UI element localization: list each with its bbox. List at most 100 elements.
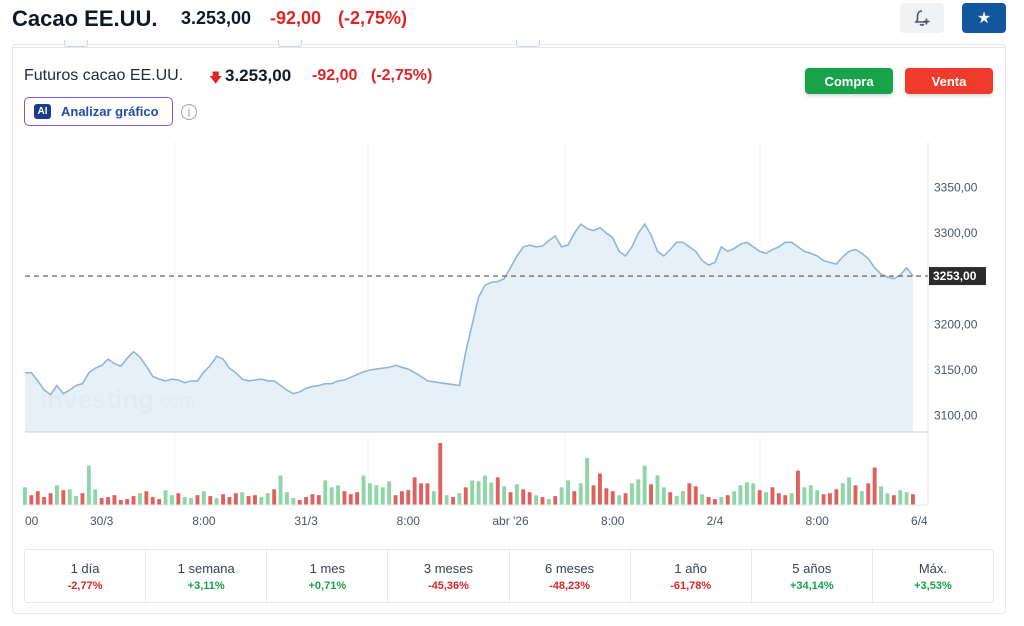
volume-bar (559, 487, 564, 505)
instrument-name: Futuros cacao EE.UU. (24, 67, 184, 84)
x-tick-label: 2/4 (707, 514, 724, 528)
volume-bar (578, 483, 583, 505)
volume-bar (879, 486, 883, 505)
volume-bar (387, 481, 392, 505)
performance-cell[interactable]: Máx. +3,53% (873, 550, 993, 602)
performance-period: 1 semana (177, 560, 235, 576)
volume-bar (629, 483, 634, 505)
performance-period: 5 años (792, 560, 832, 576)
volume-bar (598, 473, 602, 505)
performance-cell[interactable]: 5 años +34,14% (752, 550, 873, 602)
performance-period: 1 mes (309, 560, 346, 576)
volume-bar (655, 475, 660, 505)
volume-bar (668, 492, 673, 505)
last-price-label: 3253,00 (933, 269, 977, 283)
x-tick-label: 00 (25, 514, 39, 528)
analyze-chart-label: Analizar gráfico (61, 104, 159, 119)
x-tick-label: abr '26 (492, 514, 529, 528)
volume-bar (355, 492, 360, 505)
volume-bar (272, 489, 277, 505)
volume-bar (898, 490, 903, 505)
sell-button[interactable]: Venta (905, 68, 993, 94)
volume-bar (738, 485, 743, 505)
volume-bar (636, 479, 641, 505)
volume-bar (911, 494, 915, 505)
volume-bar (23, 487, 27, 505)
volume-bar (93, 489, 98, 505)
header-change-pct: (-2,75%) (338, 8, 408, 28)
volume-bar (29, 495, 34, 505)
x-tick-label: 6/4 (911, 514, 928, 528)
watchlist-button[interactable]: ★ (962, 3, 1006, 33)
page-title: Cacao EE.UU. (12, 6, 158, 31)
analyze-chart-button[interactable]: AI Analizar gráfico (24, 97, 173, 126)
volume-bar (502, 486, 507, 505)
performance-value: +34,14% (789, 579, 834, 592)
volume-bar (374, 485, 379, 505)
volume-bar (661, 487, 666, 505)
price-area (25, 224, 913, 432)
volume-bar (546, 499, 551, 505)
volume-bar (610, 491, 615, 505)
star-icon: ★ (976, 10, 992, 27)
performance-cell[interactable]: 1 año -61,78% (631, 550, 752, 602)
toolbar-control[interactable] (516, 40, 540, 47)
volume-bar (125, 499, 130, 505)
volume-bar (291, 498, 296, 505)
volume-bar (859, 491, 864, 505)
toolbar-control[interactable] (64, 40, 88, 47)
volume-bar (693, 486, 698, 505)
y-tick-label: 3100,00 (934, 409, 978, 423)
volume-bar (342, 491, 347, 505)
volume-bar (61, 490, 66, 505)
volume-bar (572, 491, 577, 505)
header-price: 3.253,00 (181, 8, 252, 28)
arrow-down-icon: 🡇 (209, 70, 223, 85)
volume-bar (380, 487, 385, 505)
performance-cell[interactable]: 1 día -2,77% (25, 550, 147, 602)
volume-bar (316, 495, 321, 505)
volume-bar (233, 493, 238, 505)
volume-bar (534, 495, 538, 505)
performance-cell[interactable]: 6 meses -48,23% (510, 550, 631, 602)
performance-cell[interactable]: 3 meses -45,36% (388, 550, 510, 602)
volume-bar (706, 497, 711, 505)
volume-bar (55, 485, 59, 505)
volume-bar (368, 483, 372, 505)
volume-bar (297, 500, 302, 505)
performance-value: -2,77% (67, 579, 103, 592)
performance-value: -45,36% (427, 579, 469, 592)
instrument-change: -92,00 (312, 67, 358, 84)
volume-bar (885, 493, 890, 505)
volume-bar (163, 490, 168, 505)
info-icon[interactable]: i (181, 104, 197, 120)
x-tick-label: 30/3 (90, 514, 114, 528)
volume-bar (604, 488, 609, 505)
add-alert-button[interactable] (900, 3, 944, 33)
performance-period: 3 meses (423, 560, 473, 576)
performance-cell[interactable]: 1 semana +3,11% (146, 550, 268, 602)
volume-bar (48, 493, 53, 505)
volume-bar (278, 475, 283, 505)
volume-bar (438, 443, 443, 505)
volume-bar (182, 497, 187, 505)
volume-bar (176, 493, 181, 505)
volume-bar (687, 483, 692, 505)
price-chart[interactable]: investing.com3350,003300,003250,003200,0… (0, 0, 1024, 540)
volume-bar (828, 493, 832, 505)
performance-period: 1 día (70, 560, 100, 576)
buy-button[interactable]: Compra (805, 68, 893, 94)
volume-bar (476, 481, 481, 505)
volume-bar (904, 492, 909, 505)
volume-bar (419, 483, 423, 505)
ai-icon: AI (34, 104, 51, 119)
volume-bar (35, 491, 40, 505)
toolbar-control[interactable] (278, 40, 302, 47)
volume-bar (208, 496, 213, 505)
volume-bar (157, 499, 162, 505)
volume-bar (540, 497, 545, 505)
volume-bar (361, 475, 366, 505)
performance-cell[interactable]: 1 mes +0,71% (267, 550, 389, 602)
volume-bar (150, 497, 155, 505)
volume-bar (770, 487, 775, 505)
